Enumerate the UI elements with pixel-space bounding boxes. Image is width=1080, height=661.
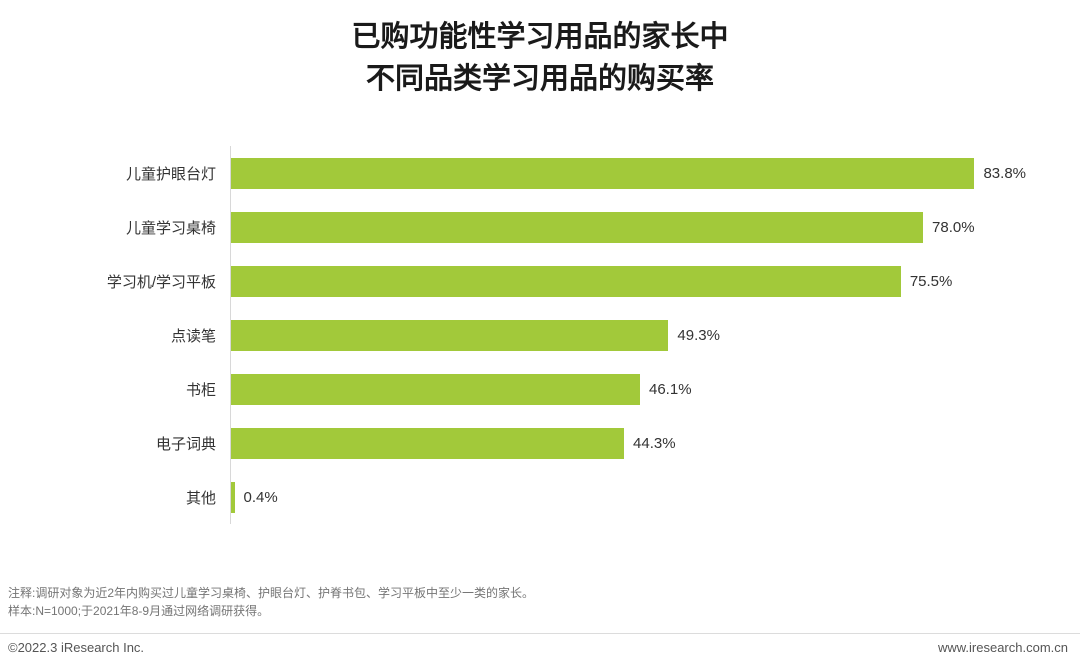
category-label: 其他 xyxy=(185,489,216,507)
value-label: 49.3% xyxy=(677,326,720,344)
bar xyxy=(231,319,669,351)
bar-chart: 儿童护眼台灯 83.8% 儿童学习桌椅 78.0% 学习机/学习平板 75.5% 点读笔 49… xyxy=(0,146,1080,525)
category-label: 儿童学习桌椅 xyxy=(125,219,216,237)
value-label: 83.8% xyxy=(983,164,1027,182)
bar-track: 0.4% xyxy=(230,470,1080,525)
chart-page: 已购功能性学习用品的家长中 不同品类学习用品的购买率 儿童护眼台灯 83.8% 儿童… xyxy=(0,16,1080,655)
chart-title-line2: 不同品类学习用品的购买率 xyxy=(365,63,714,96)
value-label: 46.1% xyxy=(649,380,692,398)
category-label: 电子词典 xyxy=(155,435,216,453)
bar xyxy=(231,265,901,297)
bar xyxy=(231,373,640,405)
bar-row: 儿童学习桌椅 78.0% xyxy=(0,200,1080,255)
value-label: 44.3% xyxy=(633,434,676,452)
bar-track: 75.5% xyxy=(230,254,1080,309)
category-label: 书柜 xyxy=(185,381,216,399)
bar xyxy=(231,427,625,459)
footer: ©2022.3 iResearch Inc. www.iresearch.com… xyxy=(0,633,1080,661)
notes: 注释:调研对象为近2年内购买过儿童学习桌椅、护眼台灯、护脊书包、学习平板中至少一… xyxy=(8,584,534,620)
copyright-text: ©2022.3 iResearch Inc. xyxy=(8,640,145,655)
bar-track: 46.1% xyxy=(230,362,1080,417)
bar-row: 电子词典 44.3% xyxy=(0,416,1080,471)
bar-track: 83.8% xyxy=(230,146,1080,201)
value-label: 75.5% xyxy=(909,272,953,290)
note-line-2: 样本:N=1000;于2021年8-9月通过网络调研获得。 xyxy=(8,604,270,618)
category-label: 儿童护眼台灯 xyxy=(125,165,216,183)
bar-row: 儿童护眼台灯 83.8% xyxy=(0,146,1080,201)
chart-title-line1: 已购功能性学习用品的家长中 xyxy=(351,21,729,53)
note-line-1: 注释:调研对象为近2年内购买过儿童学习桌椅、护眼台灯、护脊书包、学习平板中至少一… xyxy=(8,586,535,600)
chart-title: 已购功能性学习用品的家长中 不同品类学习用品的购买率 xyxy=(0,16,1080,100)
value-label: 0.4% xyxy=(243,488,278,506)
bar-row: 其他 0.4% xyxy=(0,470,1080,525)
bar xyxy=(231,211,924,243)
bar xyxy=(231,481,235,513)
bar-row: 书柜 46.1% xyxy=(0,362,1080,417)
bar xyxy=(231,157,975,189)
category-label: 学习机/学习平板 xyxy=(106,273,216,291)
bar-row: 点读笔 49.3% xyxy=(0,308,1080,363)
bar-track: 78.0% xyxy=(230,200,1080,255)
value-label: 78.0% xyxy=(932,218,975,236)
bar-row: 学习机/学习平板 75.5% xyxy=(0,254,1080,309)
category-label: 点读笔 xyxy=(170,327,216,345)
bar-track: 49.3% xyxy=(230,308,1080,363)
bar-track: 44.3% xyxy=(230,416,1080,471)
website-url: www.iresearch.com.cn xyxy=(937,640,1068,655)
